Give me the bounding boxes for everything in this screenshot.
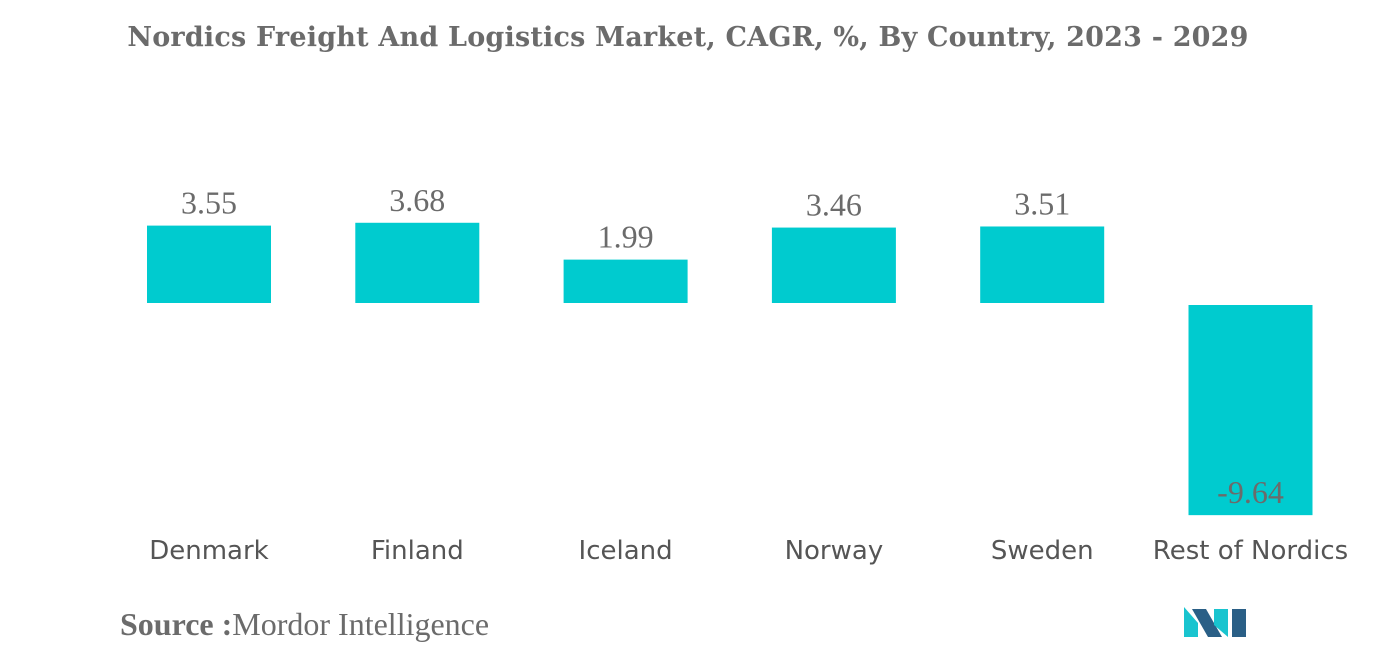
category-label: Finland (371, 536, 464, 566)
source-label: Source : (120, 606, 233, 642)
mordor-logo-icon (1184, 607, 1246, 637)
category-label: Norway (785, 536, 884, 566)
bar-iceland (563, 259, 688, 303)
bar-sweden (980, 226, 1105, 303)
bar-rest-of-nordics (1188, 305, 1313, 516)
bar-norway (771, 227, 896, 303)
data-label: 3.55 (181, 185, 237, 221)
data-label: 3.51 (1014, 185, 1070, 221)
data-label: 1.99 (598, 219, 654, 255)
source-caption: Source :Mordor Intelligence (120, 606, 489, 643)
bar-chart: 3.55 Denmark 3.68 Finland 1.99 Iceland 3.46 Nor… (147, 182, 1348, 566)
data-label: 3.68 (389, 182, 445, 218)
data-label: -9.64 (1217, 474, 1284, 510)
category-label: Sweden (991, 536, 1094, 566)
chart-title: Nordics Freight And Logistics Market, CA… (127, 22, 1249, 53)
category-label: Rest of Nordics (1153, 536, 1348, 566)
bar-finland (355, 222, 480, 303)
bar-denmark (147, 225, 271, 303)
data-label: 3.46 (806, 187, 862, 223)
category-label: Denmark (149, 536, 269, 566)
category-label: Iceland (579, 536, 673, 566)
source-text: Mordor Intelligence (232, 606, 490, 642)
